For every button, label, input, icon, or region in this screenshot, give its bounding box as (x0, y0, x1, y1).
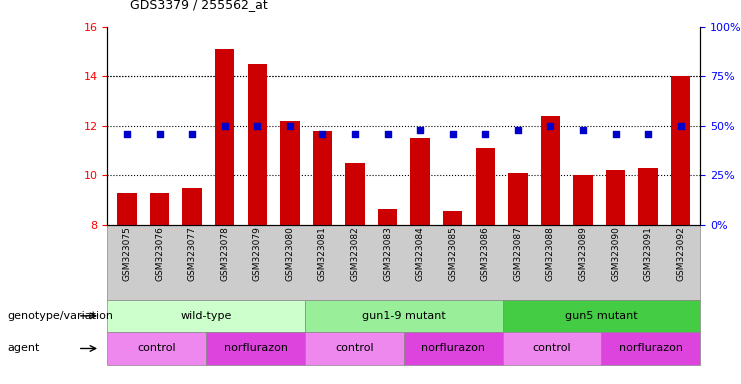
Point (642, 131, 654, 137)
Point (512, 127, 524, 133)
Text: gun5 mutant: gun5 mutant (565, 311, 638, 321)
Bar (150, 192, 170, 225)
Bar (638, 168, 658, 225)
Text: wild-type: wild-type (181, 311, 232, 321)
Point (251, 123, 263, 129)
Text: norflurazon: norflurazon (421, 343, 485, 354)
Bar (215, 49, 234, 225)
Bar (117, 192, 137, 225)
Point (349, 131, 361, 137)
Point (219, 123, 230, 129)
Bar (541, 116, 560, 225)
Text: control: control (138, 343, 176, 354)
Bar (247, 64, 267, 225)
Bar (345, 163, 365, 225)
Text: norflurazon: norflurazon (619, 343, 683, 354)
Text: gun1-9 mutant: gun1-9 mutant (362, 311, 446, 321)
Bar (606, 170, 625, 225)
Bar (411, 138, 430, 225)
Bar (182, 187, 202, 225)
Bar (671, 76, 691, 225)
Point (610, 131, 622, 137)
Point (545, 123, 556, 129)
Point (479, 131, 491, 137)
Text: genotype/variation: genotype/variation (7, 311, 113, 321)
Text: norflurazon: norflurazon (224, 343, 288, 354)
Text: control: control (533, 343, 571, 354)
Text: agent: agent (7, 343, 40, 354)
Point (675, 123, 687, 129)
Point (316, 131, 328, 137)
Point (284, 123, 296, 129)
Bar (476, 148, 495, 225)
Bar (313, 131, 332, 225)
Point (414, 127, 426, 133)
Bar (443, 211, 462, 225)
Point (153, 131, 165, 137)
Bar (508, 173, 528, 225)
Text: GDS3379 / 255562_at: GDS3379 / 255562_at (130, 0, 268, 12)
Point (447, 131, 459, 137)
Bar (574, 175, 593, 225)
Bar (280, 121, 299, 225)
Point (121, 131, 133, 137)
Point (186, 131, 198, 137)
Text: control: control (335, 343, 373, 354)
Point (577, 127, 589, 133)
Bar (378, 209, 397, 225)
Point (382, 131, 393, 137)
